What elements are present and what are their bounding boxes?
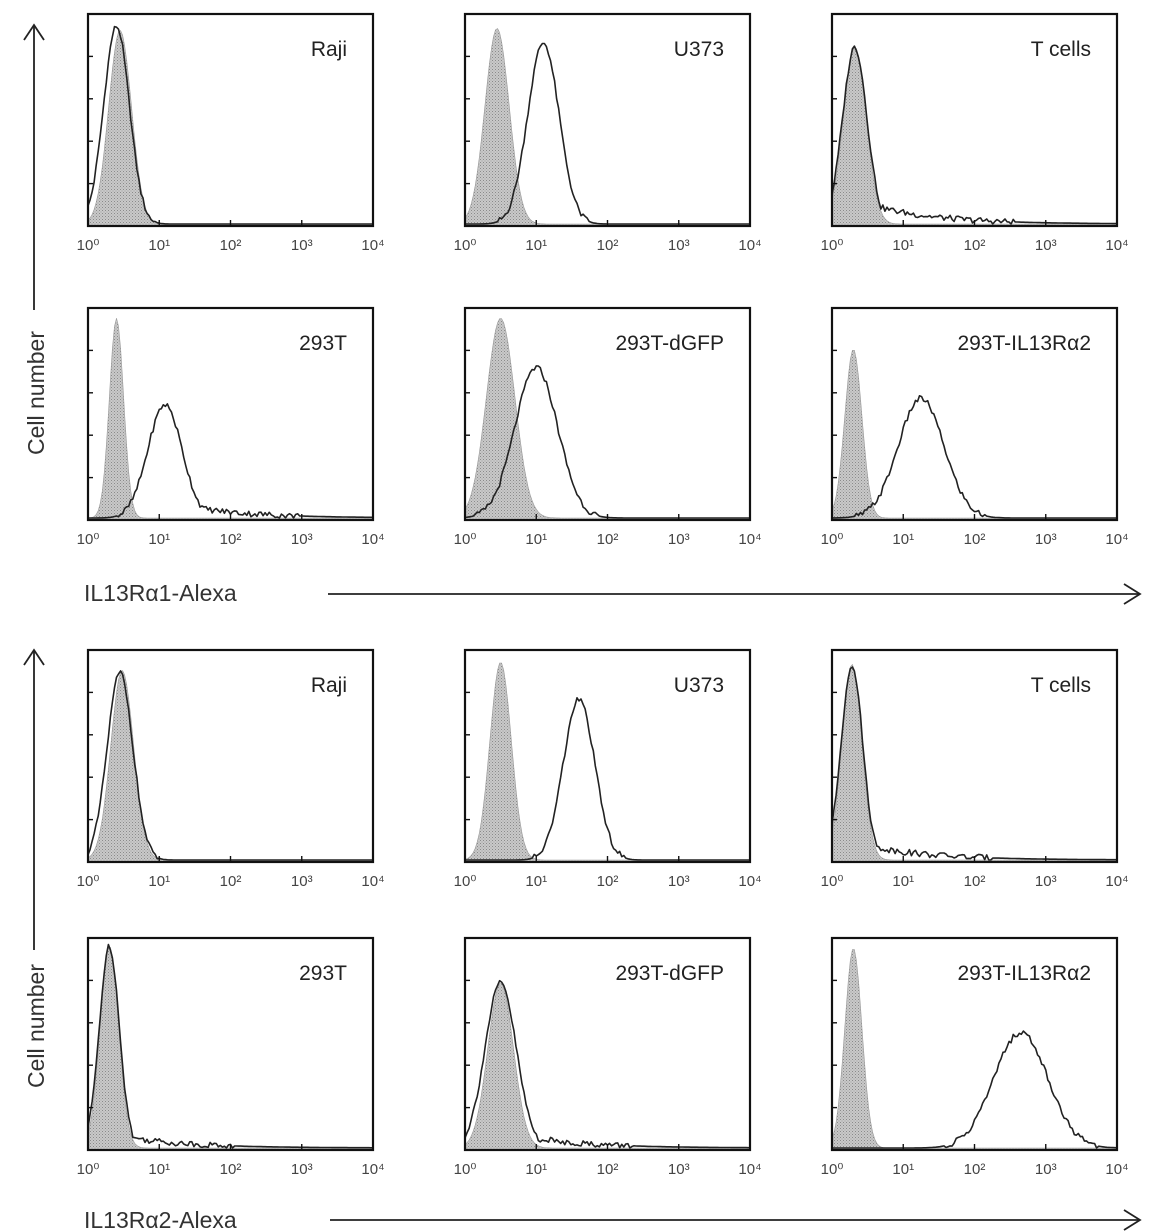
x-tick-label: 10³	[668, 531, 690, 548]
isotype-histogram	[832, 350, 1117, 520]
x-tick-label: 10³	[668, 1161, 690, 1178]
x-tick-label: 10³	[291, 531, 313, 548]
histogram-panel: 10⁰ 10¹ 10² 10³ 10⁴ U373	[454, 650, 762, 890]
histogram-panel: 10⁰ 10¹ 10² 10³ 10⁴ 293T-dGFP	[454, 938, 762, 1178]
isotype-histogram	[88, 671, 373, 862]
x-tick-label: 10³	[1035, 237, 1057, 254]
x-tick-label: 10¹	[525, 531, 547, 548]
panel-label: 293T-IL13Rα2	[957, 332, 1091, 355]
histogram-panel: 10⁰ 10¹ 10² 10³ 10⁴ 293T	[77, 938, 385, 1178]
x-tick-label: 10²	[597, 873, 619, 890]
x-tick-label: 10⁴	[1105, 1161, 1128, 1178]
x-tick-label: 10¹	[148, 531, 170, 548]
stained-histogram	[832, 396, 1117, 518]
x-tick-label: 10¹	[148, 237, 170, 254]
x-tick-label: 10³	[1035, 1161, 1057, 1178]
histogram-panel: 10⁰ 10¹ 10² 10³ 10⁴ Raji	[77, 650, 385, 890]
x-tick-label: 10⁰	[77, 1161, 100, 1178]
x-tick-label: 10⁰	[77, 531, 100, 548]
x-tick-label: 10³	[1035, 873, 1057, 890]
stained-histogram	[88, 404, 373, 518]
x-tick-label: 10³	[291, 1161, 313, 1178]
x-tick-label: 10⁴	[1105, 873, 1128, 890]
x-tick-label: 10³	[668, 237, 690, 254]
histogram-panel: 10⁰ 10¹ 10² 10³ 10⁴ 293T	[77, 308, 385, 548]
x-tick-label: 10⁰	[77, 237, 100, 254]
panel-label: 293T-IL13Rα2	[957, 962, 1091, 985]
histogram-panel: 10⁰ 10¹ 10² 10³ 10⁴ T cells	[821, 650, 1129, 890]
isotype-histogram	[465, 984, 750, 1150]
section-2-y-axis-label: Cell number	[23, 964, 49, 1088]
x-tick-label: 10¹	[892, 1161, 914, 1178]
x-tick-label: 10²	[597, 531, 619, 548]
panel-label: U373	[674, 38, 724, 61]
x-tick-label: 10⁴	[361, 531, 384, 548]
x-tick-label: 10²	[220, 1161, 242, 1178]
x-tick-label: 10⁰	[821, 237, 844, 254]
x-tick-label: 10⁰	[821, 531, 844, 548]
x-tick-label: 10³	[1035, 531, 1057, 548]
panel-label: Raji	[311, 674, 347, 697]
x-tick-label: 10⁴	[1105, 531, 1128, 548]
x-tick-label: 10⁴	[738, 531, 761, 548]
x-tick-label: 10¹	[892, 237, 914, 254]
x-tick-label: 10¹	[892, 873, 914, 890]
x-tick-label: 10²	[220, 873, 242, 890]
x-tick-label: 10²	[964, 531, 986, 548]
panel-label: U373	[674, 674, 724, 697]
histogram-panel: 10⁰ 10¹ 10² 10³ 10⁴ U373	[454, 14, 762, 254]
x-tick-label: 10⁴	[361, 873, 384, 890]
x-tick-label: 10⁰	[454, 531, 477, 548]
x-tick-label: 10¹	[148, 873, 170, 890]
stained-histogram	[832, 1031, 1117, 1148]
x-tick-label: 10⁴	[738, 1161, 761, 1178]
x-tick-label: 10²	[964, 237, 986, 254]
x-tick-label: 10⁰	[454, 237, 477, 254]
x-tick-label: 10³	[291, 873, 313, 890]
panel-label: 293T-dGFP	[615, 332, 724, 355]
panel-label: Raji	[311, 38, 347, 61]
x-tick-label: 10⁰	[821, 1161, 844, 1178]
section-2-x-axis-label: IL13Rα2-Alexa	[84, 1207, 237, 1232]
x-tick-label: 10³	[291, 237, 313, 254]
x-tick-label: 10¹	[525, 873, 547, 890]
x-tick-label: 10¹	[525, 1161, 547, 1178]
isotype-histogram	[832, 47, 1117, 226]
x-tick-label: 10¹	[148, 1161, 170, 1178]
x-tick-label: 10⁰	[454, 873, 477, 890]
x-tick-label: 10⁴	[1105, 237, 1128, 254]
histogram-panel: 10⁰ 10¹ 10² 10³ 10⁴ 293T-dGFP	[454, 308, 762, 548]
x-tick-label: 10¹	[892, 531, 914, 548]
x-tick-label: 10⁰	[821, 873, 844, 890]
x-tick-label: 10⁴	[361, 1161, 384, 1178]
x-tick-label: 10²	[220, 531, 242, 548]
histogram-panel: 10⁰ 10¹ 10² 10³ 10⁴ 293T-IL13Rα2	[821, 308, 1129, 548]
x-tick-label: 10²	[597, 237, 619, 254]
x-tick-label: 10²	[220, 237, 242, 254]
x-tick-label: 10⁴	[738, 873, 761, 890]
section-1-y-axis-label: Cell number	[23, 331, 49, 455]
x-tick-label: 10⁴	[738, 237, 761, 254]
panel-label: 293T	[299, 962, 347, 985]
x-tick-label: 10⁰	[454, 1161, 477, 1178]
x-tick-label: 10²	[964, 1161, 986, 1178]
x-tick-label: 10³	[668, 873, 690, 890]
histogram-panel: 10⁰ 10¹ 10² 10³ 10⁴ 293T-IL13Rα2	[821, 938, 1129, 1178]
x-tick-label: 10²	[597, 1161, 619, 1178]
x-tick-label: 10⁰	[77, 873, 100, 890]
section-1-x-axis-label: IL13Rα1-Alexa	[84, 580, 237, 606]
panel-label: 293T	[299, 332, 347, 355]
x-tick-label: 10²	[964, 873, 986, 890]
panel-label: T cells	[1031, 38, 1091, 61]
panel-label: 293T-dGFP	[615, 962, 724, 985]
x-tick-label: 10¹	[525, 237, 547, 254]
x-tick-label: 10⁴	[361, 237, 384, 254]
histogram-panel: 10⁰ 10¹ 10² 10³ 10⁴ Raji	[77, 14, 385, 254]
panel-label: T cells	[1031, 674, 1091, 697]
histogram-panel: 10⁰ 10¹ 10² 10³ 10⁴ T cells	[821, 14, 1129, 254]
